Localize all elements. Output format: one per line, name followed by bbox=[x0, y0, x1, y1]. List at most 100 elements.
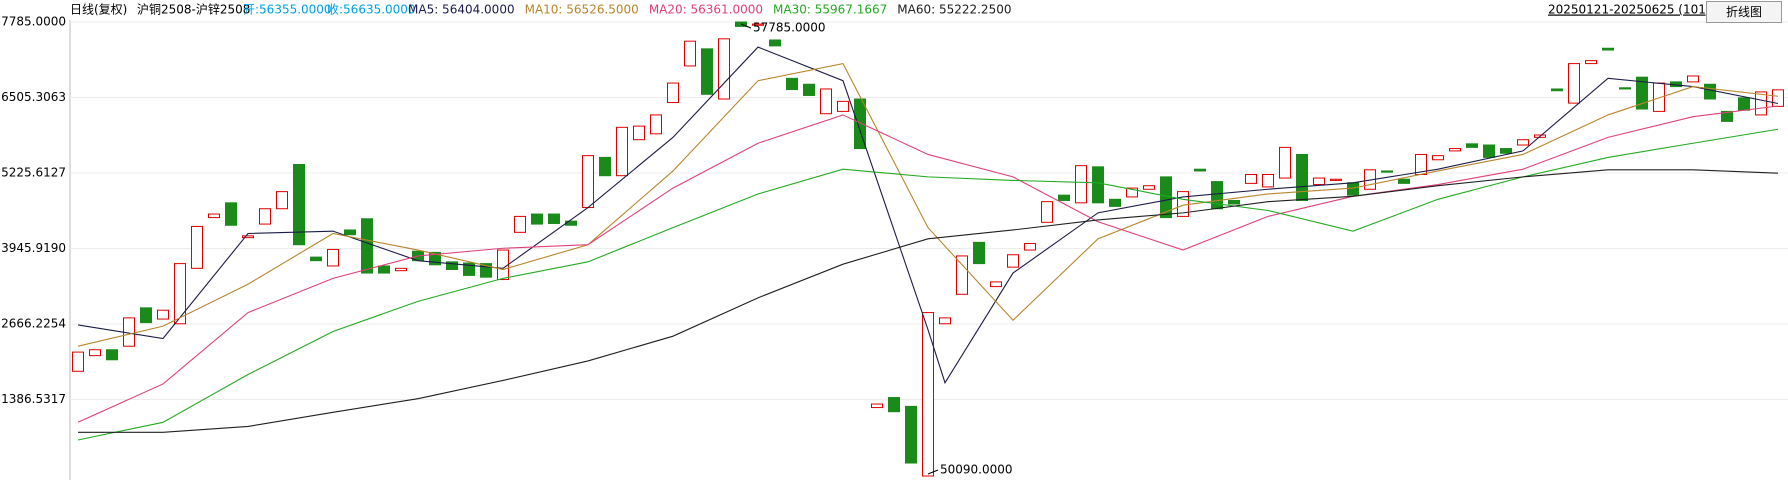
candle-body bbox=[752, 23, 764, 26]
candle-body bbox=[939, 317, 951, 325]
candle-body bbox=[599, 156, 611, 177]
candle-body bbox=[242, 235, 254, 239]
candle-body bbox=[72, 351, 84, 372]
candle-body bbox=[208, 213, 220, 219]
candle-body bbox=[582, 155, 594, 209]
candle-body bbox=[1041, 201, 1053, 223]
candle-body bbox=[1517, 139, 1529, 146]
candle-body bbox=[1279, 146, 1291, 179]
candle-body bbox=[310, 256, 322, 262]
candle-body bbox=[174, 263, 186, 325]
candle-body bbox=[1398, 178, 1410, 184]
candle-body bbox=[344, 229, 356, 236]
candle-body bbox=[1194, 168, 1206, 172]
candle-body bbox=[514, 215, 526, 233]
candle-body bbox=[395, 267, 407, 272]
candle-body bbox=[225, 202, 237, 226]
candle-body bbox=[191, 225, 203, 269]
candle-body bbox=[854, 98, 866, 150]
candle-body bbox=[327, 248, 339, 267]
candle-body bbox=[871, 403, 883, 409]
candle-body bbox=[1500, 148, 1512, 154]
candle-body bbox=[1687, 75, 1699, 83]
candle-body bbox=[1381, 170, 1393, 173]
candle-body bbox=[1738, 97, 1750, 111]
candle-body bbox=[1483, 144, 1495, 158]
candle-body bbox=[786, 77, 798, 91]
ma-legend: MA30: 55967.1667 bbox=[773, 3, 887, 17]
candle-body bbox=[89, 349, 101, 357]
candle-body bbox=[1126, 187, 1138, 198]
candle-body bbox=[480, 263, 492, 278]
range-label[interactable]: 20250121-20250625 (101) bbox=[1548, 3, 1711, 17]
y-tick-label: 53945.9190 bbox=[0, 241, 66, 255]
ma-legend: MA5: 56404.0000 bbox=[408, 3, 515, 17]
candle-body bbox=[259, 208, 271, 225]
candle-body bbox=[276, 191, 288, 210]
candle-body bbox=[531, 213, 543, 225]
candle-body bbox=[1143, 185, 1155, 190]
candle-body bbox=[361, 218, 373, 274]
ma-line bbox=[77, 46, 1779, 385]
candle-body bbox=[1109, 198, 1121, 207]
y-tick-label: 52666.2254 bbox=[0, 317, 66, 331]
candle-body bbox=[684, 40, 696, 67]
y-tick-label: 57785.0000 bbox=[0, 15, 66, 29]
max-label: 57785.0000 bbox=[753, 21, 826, 35]
candle-body bbox=[820, 88, 832, 115]
candle-body bbox=[548, 213, 560, 224]
candle-body bbox=[1585, 60, 1597, 65]
candle-body bbox=[293, 163, 305, 246]
candle-body bbox=[140, 307, 152, 324]
close-label: 收:56635.0000 bbox=[327, 3, 416, 17]
candle-body bbox=[633, 125, 645, 141]
y-tick-label: 55225.6127 bbox=[0, 166, 66, 180]
candle-body bbox=[1449, 148, 1461, 152]
candle-body bbox=[718, 38, 730, 100]
candle-body bbox=[650, 114, 662, 135]
ma-line bbox=[77, 128, 1779, 441]
candle-body bbox=[837, 100, 849, 112]
candle-body bbox=[1466, 143, 1478, 148]
candle-body bbox=[803, 83, 815, 96]
candle-body bbox=[1075, 165, 1087, 204]
candle-body bbox=[973, 241, 985, 265]
candle-body bbox=[1313, 177, 1325, 186]
line-chart-button[interactable]: 折线图 bbox=[1706, 1, 1782, 23]
candle-body bbox=[446, 261, 458, 271]
candle-body bbox=[106, 349, 118, 361]
candle-body bbox=[463, 262, 475, 276]
candle-body bbox=[1704, 83, 1716, 100]
candle-body bbox=[667, 82, 679, 104]
candle-body bbox=[769, 39, 781, 47]
ma-legend: MA10: 56526.5000 bbox=[525, 3, 639, 17]
candle-body bbox=[1602, 47, 1614, 51]
candle-body bbox=[1347, 182, 1359, 196]
max-pointer bbox=[740, 23, 752, 29]
ma-line bbox=[78, 169, 1779, 433]
candle-body bbox=[1058, 194, 1070, 201]
candle-body bbox=[1262, 174, 1274, 188]
candle-body bbox=[990, 281, 1002, 288]
candle-body bbox=[956, 255, 968, 295]
ma-legend: MA60: 55222.2500 bbox=[897, 3, 1011, 17]
candle-body bbox=[157, 309, 169, 320]
candle-body bbox=[1636, 76, 1648, 110]
candle-body bbox=[922, 312, 934, 477]
candle-body bbox=[1551, 88, 1563, 92]
ma-legend: MA20: 56361.0000 bbox=[649, 3, 763, 17]
open-label: 开:56355.0000 bbox=[243, 3, 332, 17]
candle-body bbox=[565, 220, 577, 226]
candle-body bbox=[378, 265, 390, 274]
candle-body bbox=[616, 126, 628, 177]
ma-line bbox=[77, 62, 1779, 347]
candle-body bbox=[1330, 178, 1342, 181]
ma-line bbox=[77, 105, 1779, 423]
candle-body bbox=[497, 249, 509, 281]
y-tick-label: 56505.3063 bbox=[0, 90, 66, 104]
chart-title: 日线(复权) bbox=[70, 3, 127, 17]
candle-body bbox=[701, 48, 713, 95]
candle-body bbox=[1721, 110, 1733, 122]
